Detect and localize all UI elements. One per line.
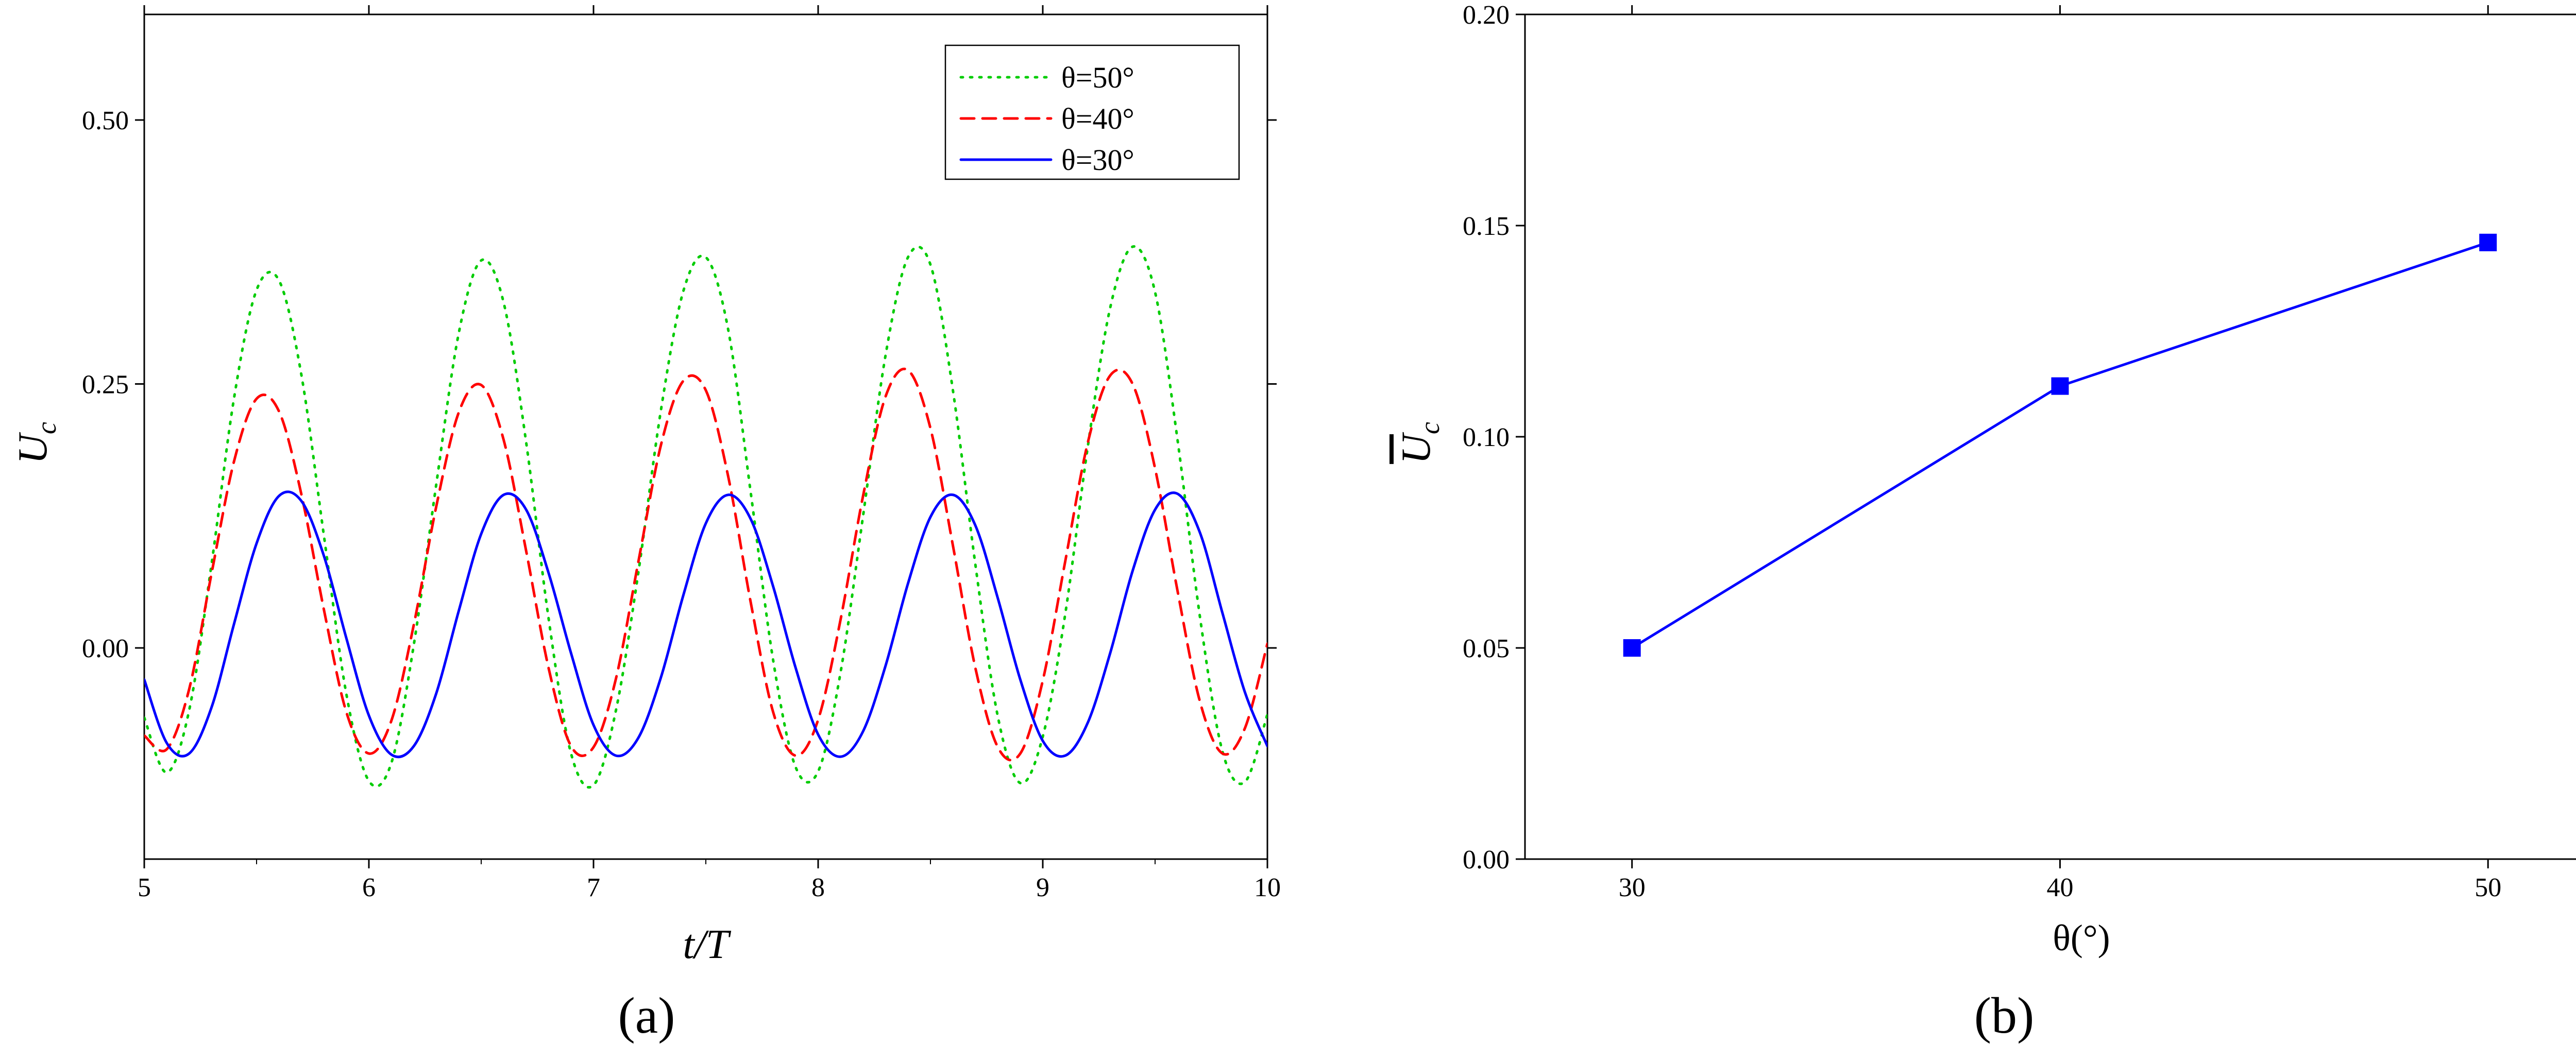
panel-a-uc-vs-time: 0.000.250.50 5 6 7 8 9 10 Uc t/T θ=50°θ=40°θ=…: [10, 5, 1281, 1044]
x-axis-ticks-b: 30 40 50: [1619, 5, 2501, 902]
data-point-marker-b: [2479, 233, 2497, 251]
y-axis-ticks-b: 0.00 0.05 0.10 0.15 0.20: [1463, 1, 1525, 875]
legend-a: θ=50° θ=40° θ=30°: [944, 44, 1240, 180]
y-tick-label-a: 0.00: [82, 634, 129, 663]
panel-label-b: (b): [1974, 987, 2035, 1044]
data-point-marker-b: [1623, 639, 1641, 657]
legend-box-a: [944, 44, 1240, 180]
y-label-sub-a: c: [31, 422, 62, 434]
x-tick-label-a: 6: [362, 873, 376, 902]
x-axis-label-b: θ(°): [2053, 917, 2110, 959]
x-tick-label-a: 9: [1036, 873, 1049, 902]
y-axis-label-b: Uc: [1394, 422, 1445, 464]
series-line-a-2: [144, 490, 1267, 758]
x-tick-label-a: 7: [587, 873, 600, 902]
legend-label-a-1: θ=40°: [1061, 102, 1134, 135]
x-tick-label-a: 5: [138, 873, 151, 902]
panel-label-a: (a): [618, 987, 675, 1044]
x-tick-label-b: 40: [2046, 873, 2073, 902]
y-tick-label-b: 0.05: [1463, 634, 1510, 663]
x-tick-label-b: 50: [2475, 873, 2501, 902]
x-axis-ticks-a: 5 6 7 8 9 10: [138, 5, 1281, 902]
y-tick-label-a: 0.25: [82, 370, 129, 400]
y-tick-label-a: 0.50: [82, 106, 129, 135]
series-group-a: [144, 245, 1267, 789]
y-label-main-b: U: [1394, 432, 1439, 464]
y-axis-ticks-a: 0.00 0.25 0.50: [82, 106, 1277, 663]
y-label-sub-b: c: [1414, 422, 1445, 434]
y-tick-label-b: 0.10: [1463, 423, 1510, 452]
legend-label-a-2: θ=30°: [1061, 143, 1134, 177]
series-line-b-0: [1631, 241, 2489, 649]
y-label-main-a: U: [10, 432, 56, 464]
y-tick-label-b: 0.20: [1463, 1, 1510, 30]
series-line-a-1: [144, 367, 1267, 762]
panel-b-mean-uc-vs-theta: 0.00 0.05 0.10 0.15 0.20 30 40 50 Uc θ(°) (b): [1394, 1, 2576, 1044]
plot-frame-b: [1524, 13, 2576, 860]
x-tick-label-a: 8: [811, 873, 825, 902]
y-tick-label-b: 0.15: [1463, 212, 1510, 241]
y-axis-label-a: Uc: [10, 422, 62, 464]
x-tick-label-b: 30: [1619, 873, 1646, 902]
series-line-a-0: [144, 245, 1267, 789]
legend-label-a-0: θ=50°: [1061, 61, 1134, 94]
x-axis-label-a: t/T: [683, 922, 732, 967]
y-tick-label-b: 0.00: [1463, 845, 1510, 875]
x-tick-label-a: 10: [1254, 873, 1281, 902]
data-point-marker-b: [2051, 377, 2069, 395]
series-group-b: [1623, 233, 2497, 657]
